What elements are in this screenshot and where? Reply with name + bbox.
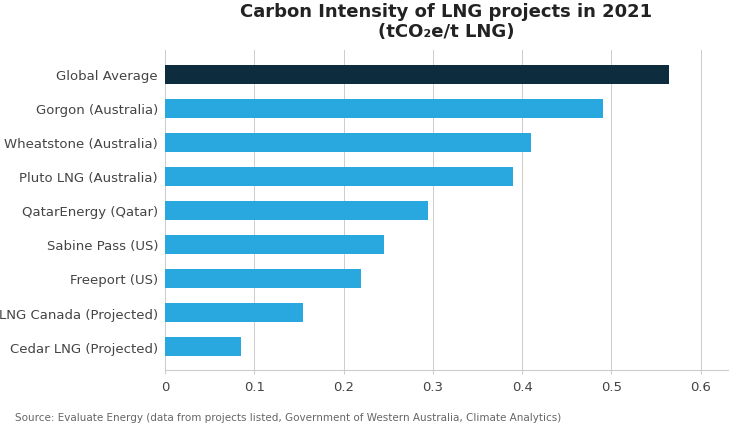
Bar (165, 167, 513, 186)
Bar (165, 337, 241, 356)
Text: Source: Evaluate Energy (data from projects listed, Government of Western Austra: Source: Evaluate Energy (data from proje… (15, 412, 561, 422)
Bar (165, 66, 670, 84)
Bar (165, 134, 531, 152)
Bar (165, 201, 428, 220)
Bar (165, 270, 362, 288)
Bar (165, 303, 304, 322)
Title: Carbon Intensity of LNG projects in 2021
(tCO₂e/t LNG): Carbon Intensity of LNG projects in 2021… (240, 3, 652, 41)
Bar (165, 100, 602, 118)
Bar (165, 236, 384, 254)
